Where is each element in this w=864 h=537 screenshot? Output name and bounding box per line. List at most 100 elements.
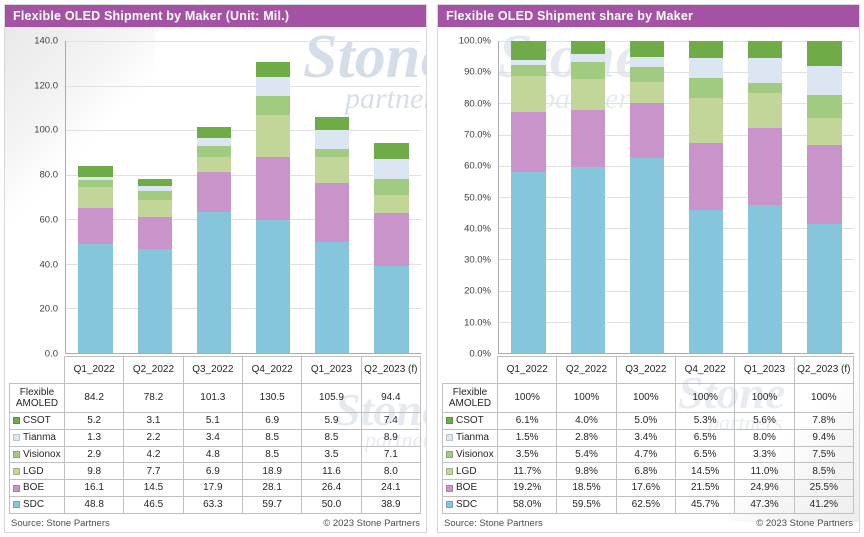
bar-segment-lgd: [748, 93, 783, 128]
value-cell: 47.3%: [735, 496, 795, 514]
bar-segment-csot: [629, 41, 665, 57]
y-axis: 0.0% 10.0% 20.0% 30.0% 40.0% 50.0% 60.0% 70.0% 8…: [442, 36, 498, 360]
bar-stack: [688, 41, 724, 353]
gridline: [66, 85, 421, 87]
total-value-cell: 101.3: [183, 384, 243, 413]
bar-stack: [137, 41, 172, 353]
bar-segment-lgd: [629, 81, 665, 104]
bar-segment-lgd: [255, 115, 291, 158]
value-cell: 58.0%: [498, 496, 558, 514]
bar-segment-lgd: [807, 118, 842, 145]
chart-title: Flexible OLED Shipment share by Maker: [446, 9, 694, 23]
column-header: Q2_2023 (f): [361, 356, 421, 384]
bar-column: [558, 41, 617, 353]
bar-segment-boe: [315, 182, 350, 242]
value-cell: 3.3%: [735, 446, 795, 464]
bar-column: [184, 41, 243, 353]
gridline: [499, 228, 854, 230]
bar-segment-sdc: [137, 249, 172, 353]
y-tick-label: 60.0%: [464, 160, 491, 172]
total-value-cell: 100%: [557, 384, 617, 413]
value-cell: 3.1: [124, 413, 184, 430]
gridline: [66, 174, 421, 176]
bar-segment-sdc: [629, 158, 665, 353]
bar-segment-visionox: [629, 67, 665, 82]
bar-column: [244, 41, 303, 353]
table-corner-cell: [9, 356, 65, 384]
maker-row-label: LGD: [442, 463, 498, 481]
maker-row-label: CSOT: [9, 413, 65, 430]
bar-stack: [374, 41, 409, 353]
value-cell: 28.1: [242, 480, 303, 497]
bar-segment-lgd: [374, 194, 409, 213]
legend-chip-sdc: [446, 501, 453, 509]
total-value-cell: 100%: [735, 384, 795, 413]
total-value-cell: 100%: [616, 384, 676, 413]
bar-segment-tianma: [315, 130, 350, 150]
value-cell: 8.5%: [794, 463, 854, 481]
bar-segment-lgd: [688, 98, 724, 144]
maker-name: Tianma: [456, 431, 489, 443]
bar-segment-sdc: [315, 241, 350, 353]
bars-container: [66, 41, 421, 353]
value-cell: 7.4: [361, 413, 421, 430]
bar-segment-tianma: [374, 159, 409, 179]
y-tick-label: 100.0%: [458, 35, 491, 47]
value-cell: 3.4%: [616, 429, 676, 447]
plot-area: [498, 40, 854, 354]
value-cell: 3.4: [183, 429, 243, 447]
bar-segment-csot: [570, 41, 605, 54]
value-cell: 11.6: [302, 463, 362, 481]
value-cell: 8.5: [242, 429, 303, 447]
value-cell: 11.7%: [498, 463, 558, 481]
data-table: Q1_2022 Q2_2022 Q3_2022 Q4_2022 Q1_2023 Q2_20…: [9, 356, 421, 514]
maker-row-label: SDC: [9, 496, 65, 514]
bar-segment-sdc: [570, 167, 605, 353]
maker-name: CSOT: [23, 415, 51, 427]
total-value-cell: 84.2: [65, 384, 125, 413]
bar-segment-visionox: [748, 83, 783, 94]
legend-chip-tianma: [13, 434, 20, 442]
source-text: Source: Stone Partners: [444, 518, 543, 530]
total-value-cell: 100%: [675, 384, 736, 413]
bar-segment-visionox: [315, 149, 350, 157]
bar-stack: [196, 41, 232, 353]
y-tick-label: 90.0%: [464, 66, 491, 78]
bar-segment-boe: [748, 127, 783, 206]
bar-segment-boe: [688, 143, 724, 211]
bar-segment-visionox: [807, 95, 842, 119]
value-cell: 7.8%: [794, 413, 854, 430]
total-value-cell: 100%: [498, 384, 558, 413]
bar-segment-boe: [511, 112, 546, 173]
bar-segment-sdc: [78, 244, 113, 353]
column-header: Q3_2022: [616, 356, 676, 384]
value-cell: 4.2: [124, 446, 184, 464]
value-cell: 6.1%: [498, 413, 558, 430]
value-cell: 59.5%: [557, 496, 617, 514]
maker-name: BOE: [456, 482, 478, 494]
bar-segment-boe: [374, 212, 409, 267]
bar-segment-boe: [807, 144, 842, 225]
y-tick-label: 140.0: [34, 35, 58, 47]
y-tick-label: 0.0: [44, 348, 58, 360]
value-cell: 2.9: [65, 446, 125, 464]
y-axis: 0.0 20.0 40.0 60.0 80.0 100.0 120.0 140.0: [9, 36, 65, 360]
legend-chip-csot: [446, 417, 453, 425]
bar-segment-csot: [511, 41, 546, 61]
bar-segment-sdc: [807, 224, 842, 353]
bar-stack: [255, 41, 291, 353]
legend-chip-lgd: [13, 467, 20, 475]
gridline: [499, 72, 854, 74]
bar-segment-sdc: [374, 266, 409, 353]
bar-segment-tianma: [255, 77, 291, 97]
value-cell: 9.8%: [557, 463, 617, 481]
maker-row-label: LGD: [9, 463, 65, 481]
y-tick-label: 10.0%: [464, 317, 491, 329]
bar-segment-visionox: [511, 64, 546, 76]
total-value-cell: 100%: [794, 384, 854, 413]
value-cell: 41.2%: [794, 496, 854, 514]
value-cell: 4.0%: [557, 413, 617, 430]
y-tick-label: 40.0: [39, 259, 59, 271]
bar-segment-visionox: [374, 178, 409, 195]
value-cell: 48.8: [65, 496, 125, 514]
